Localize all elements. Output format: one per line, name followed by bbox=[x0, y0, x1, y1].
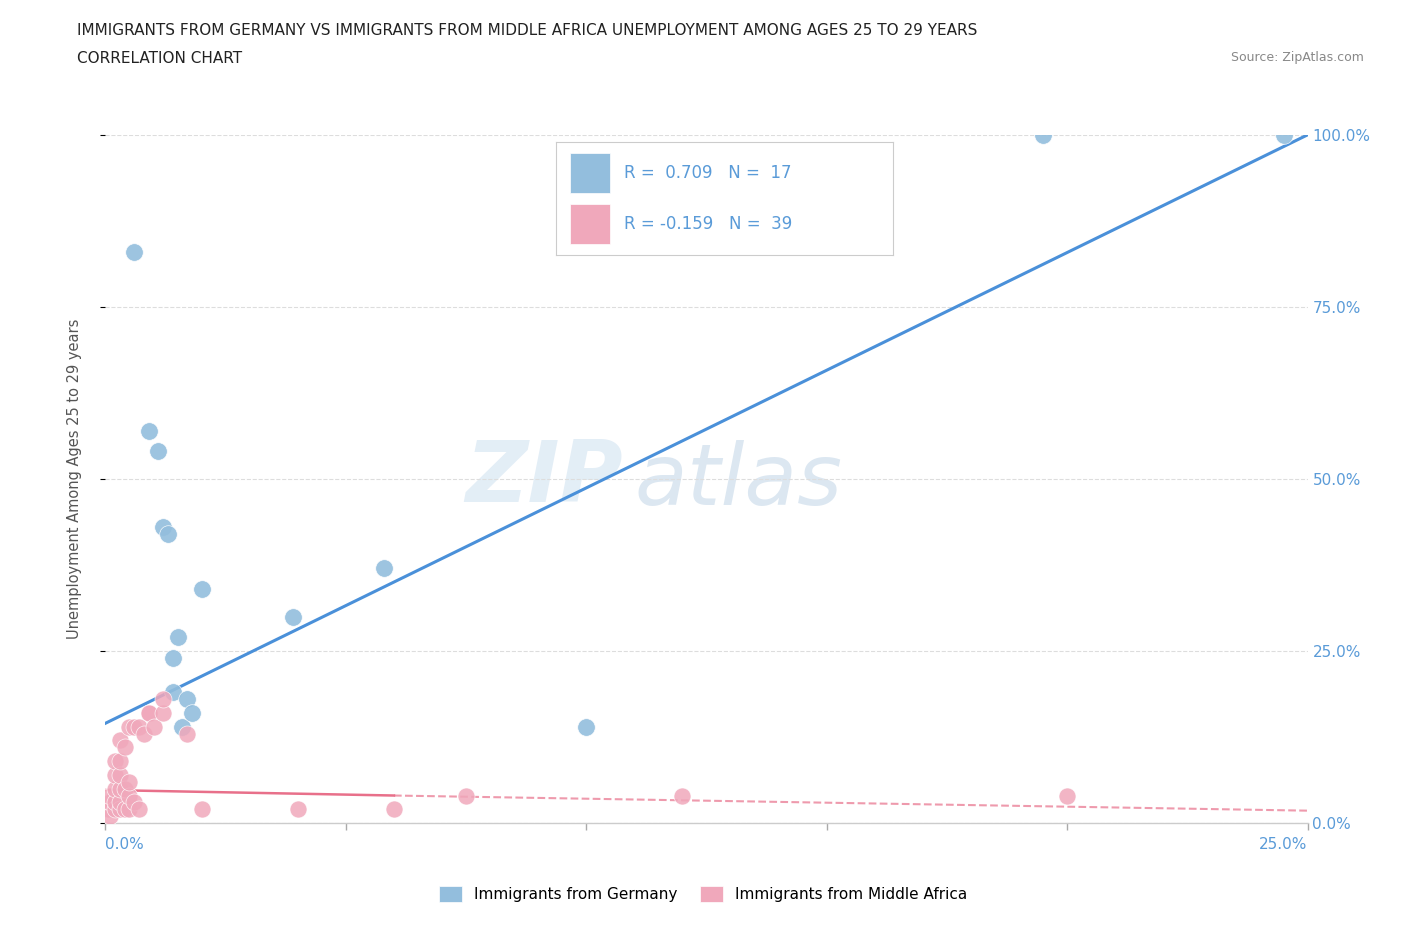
Point bbox=[108, 733, 131, 748]
Point bbox=[98, 788, 121, 803]
Text: CORRELATION CHART: CORRELATION CHART bbox=[77, 51, 242, 66]
Point bbox=[124, 719, 146, 734]
Point bbox=[454, 788, 477, 803]
Point bbox=[152, 706, 174, 721]
Point bbox=[142, 719, 165, 734]
Point bbox=[373, 561, 395, 576]
Point bbox=[152, 520, 174, 535]
Point bbox=[382, 802, 405, 817]
Point bbox=[97, 802, 120, 817]
Point bbox=[138, 423, 160, 438]
Point bbox=[124, 795, 146, 810]
Point bbox=[1056, 788, 1078, 803]
Point bbox=[132, 726, 155, 741]
Point bbox=[114, 740, 136, 755]
Point bbox=[162, 650, 184, 665]
Text: Source: ZipAtlas.com: Source: ZipAtlas.com bbox=[1230, 51, 1364, 64]
Text: IMMIGRANTS FROM GERMANY VS IMMIGRANTS FROM MIDDLE AFRICA UNEMPLOYMENT AMONG AGES: IMMIGRANTS FROM GERMANY VS IMMIGRANTS FR… bbox=[77, 23, 977, 38]
Point bbox=[108, 802, 131, 817]
Point bbox=[128, 802, 150, 817]
Point bbox=[287, 802, 309, 817]
Point bbox=[281, 609, 304, 624]
Point bbox=[108, 767, 131, 782]
Point bbox=[104, 795, 127, 810]
Text: ZIP: ZIP bbox=[465, 437, 623, 521]
Point bbox=[148, 444, 170, 458]
Point bbox=[138, 706, 160, 721]
Point bbox=[190, 581, 212, 596]
Point bbox=[176, 692, 198, 707]
Point bbox=[104, 802, 127, 817]
Point bbox=[671, 788, 693, 803]
Point bbox=[118, 775, 141, 790]
Point bbox=[162, 684, 184, 699]
Point bbox=[104, 781, 127, 796]
Point bbox=[176, 726, 198, 741]
Point bbox=[1032, 127, 1054, 142]
Text: 25.0%: 25.0% bbox=[1260, 837, 1308, 852]
Point bbox=[114, 802, 136, 817]
Point bbox=[114, 781, 136, 796]
Text: atlas: atlas bbox=[634, 440, 842, 523]
Point bbox=[98, 795, 121, 810]
Point bbox=[98, 809, 121, 824]
Point bbox=[118, 788, 141, 803]
Point bbox=[104, 753, 127, 768]
Legend: Immigrants from Germany, Immigrants from Middle Africa: Immigrants from Germany, Immigrants from… bbox=[433, 880, 973, 909]
Point bbox=[118, 719, 141, 734]
Point bbox=[108, 781, 131, 796]
Point bbox=[575, 719, 598, 734]
Point bbox=[172, 719, 194, 734]
Point bbox=[1272, 127, 1295, 142]
Point bbox=[108, 753, 131, 768]
Point bbox=[181, 706, 204, 721]
Point bbox=[104, 767, 127, 782]
Text: 0.0%: 0.0% bbox=[105, 837, 145, 852]
Point bbox=[118, 802, 141, 817]
Point bbox=[190, 802, 212, 817]
Point bbox=[166, 630, 188, 644]
Point bbox=[108, 795, 131, 810]
Point bbox=[152, 692, 174, 707]
Point bbox=[138, 706, 160, 721]
Point bbox=[124, 245, 146, 259]
Point bbox=[128, 719, 150, 734]
Y-axis label: Unemployment Among Ages 25 to 29 years: Unemployment Among Ages 25 to 29 years bbox=[67, 319, 82, 639]
Point bbox=[156, 526, 179, 541]
